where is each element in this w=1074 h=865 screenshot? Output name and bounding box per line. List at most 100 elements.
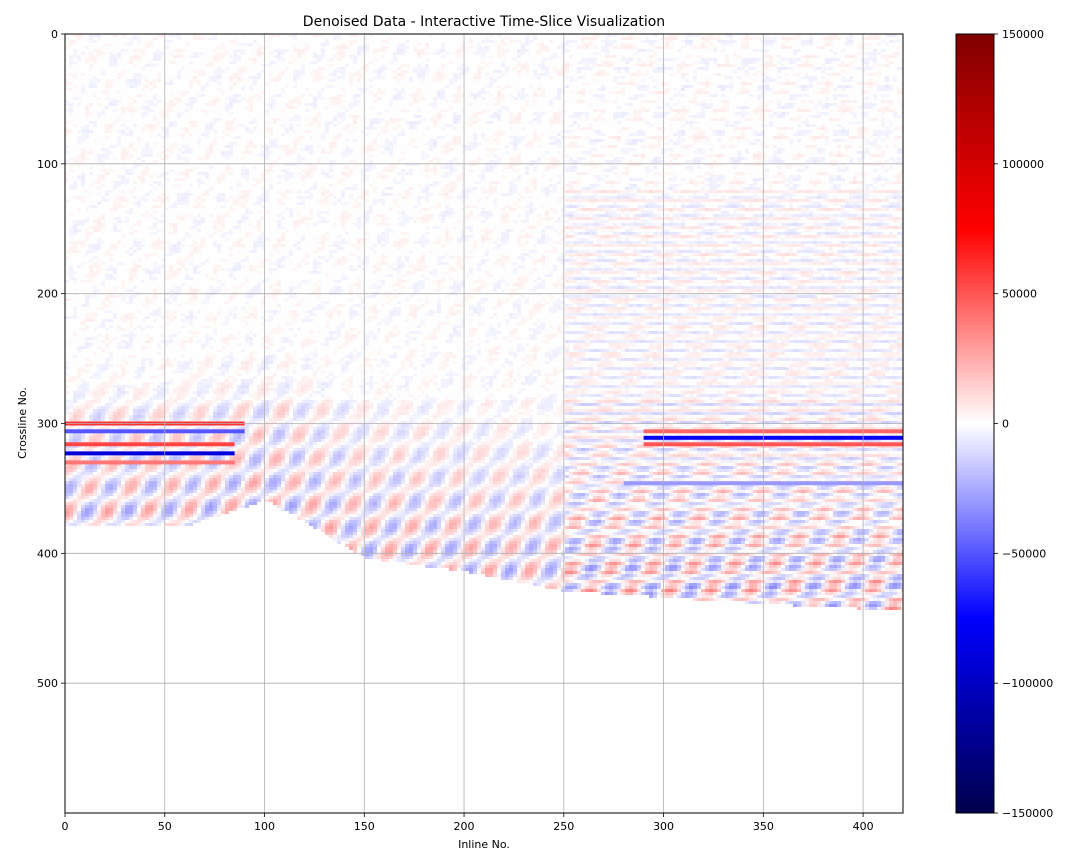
heatmap-cell bbox=[89, 148, 93, 151]
heatmap-cell bbox=[185, 448, 189, 451]
heatmap-cell bbox=[201, 262, 205, 265]
heatmap-cell bbox=[257, 199, 261, 202]
heatmap-cell bbox=[69, 340, 73, 343]
heatmap-cell bbox=[113, 502, 117, 505]
heatmap-cell bbox=[125, 148, 129, 151]
heatmap-cell bbox=[93, 373, 97, 376]
heatmap-cell bbox=[245, 361, 249, 364]
heatmap-cell bbox=[145, 391, 149, 394]
heatmap-cell bbox=[185, 109, 189, 112]
heatmap-cell bbox=[249, 457, 253, 460]
heatmap-cell bbox=[97, 259, 101, 262]
heatmap-cell bbox=[153, 313, 157, 316]
heatmap-cell bbox=[321, 370, 325, 373]
heatmap-cell bbox=[185, 385, 189, 388]
heatmap-cell bbox=[257, 463, 261, 466]
heatmap-cell bbox=[205, 478, 209, 481]
heatmap-cell bbox=[305, 484, 309, 487]
heatmap-cell bbox=[141, 160, 145, 163]
heatmap-cell bbox=[145, 100, 149, 103]
heatmap-cell bbox=[241, 367, 245, 370]
heatmap-cell bbox=[273, 460, 277, 463]
heatmap-cell bbox=[69, 379, 73, 382]
heatmap-cell bbox=[241, 478, 245, 481]
heatmap-cell bbox=[181, 157, 185, 160]
heatmap-cell bbox=[153, 205, 157, 208]
heatmap-cell bbox=[241, 412, 245, 415]
heatmap-cell bbox=[193, 439, 197, 442]
heatmap-cell bbox=[165, 466, 169, 469]
heatmap-cell bbox=[185, 499, 189, 502]
heatmap-cell bbox=[169, 52, 173, 55]
heatmap-cell bbox=[321, 493, 325, 496]
heatmap-cell bbox=[265, 406, 269, 409]
heatmap-cell bbox=[245, 358, 249, 361]
heatmap-cell bbox=[209, 61, 213, 64]
heatmap-cell bbox=[177, 202, 181, 205]
heatmap-cell bbox=[185, 400, 189, 403]
heatmap-cell bbox=[177, 115, 181, 118]
heatmap-cell bbox=[101, 457, 105, 460]
heatmap-cell bbox=[245, 409, 249, 412]
heatmap-cell bbox=[149, 88, 153, 91]
heatmap-cell bbox=[197, 466, 201, 469]
heatmap-cell bbox=[241, 436, 245, 439]
heatmap-cell bbox=[121, 385, 125, 388]
heatmap-cell bbox=[133, 385, 137, 388]
heatmap-cell bbox=[85, 472, 89, 475]
heatmap-cell bbox=[141, 148, 145, 151]
heatmap-cell bbox=[249, 88, 253, 91]
heatmap-cell bbox=[317, 124, 321, 127]
heatmap-cell bbox=[109, 100, 113, 103]
heatmap-cell bbox=[81, 517, 85, 520]
heatmap-cell bbox=[109, 55, 113, 58]
heatmap-cell bbox=[185, 277, 189, 280]
heatmap-cell bbox=[129, 226, 133, 229]
heatmap-cell bbox=[129, 247, 133, 250]
heatmap-cell bbox=[309, 121, 313, 124]
heatmap-cell bbox=[153, 262, 157, 265]
heatmap-cell bbox=[321, 55, 325, 58]
heatmap-cell bbox=[169, 334, 173, 337]
heatmap-cell bbox=[89, 247, 93, 250]
heatmap-cell bbox=[101, 418, 105, 421]
heatmap-cell bbox=[117, 262, 121, 265]
heatmap-cell bbox=[205, 400, 209, 403]
heatmap-cell bbox=[121, 130, 125, 133]
heatmap-cell bbox=[233, 469, 237, 472]
heatmap-cell bbox=[73, 433, 77, 436]
heatmap-cell bbox=[141, 511, 145, 514]
heatmap-cell bbox=[285, 442, 289, 445]
heatmap-cell bbox=[257, 451, 261, 454]
heatmap-cell bbox=[65, 448, 69, 451]
heatmap-cell bbox=[181, 94, 185, 97]
heatmap-cell bbox=[305, 145, 309, 148]
heatmap-cell bbox=[297, 469, 301, 472]
heatmap-cell bbox=[189, 340, 193, 343]
heatmap-cell bbox=[133, 475, 137, 478]
heatmap-cell bbox=[89, 112, 93, 115]
heatmap-cell bbox=[201, 220, 205, 223]
heatmap-cell bbox=[289, 472, 293, 475]
heatmap-cell bbox=[249, 121, 253, 124]
heatmap-cell bbox=[289, 451, 293, 454]
heatmap-cell bbox=[177, 76, 181, 79]
heatmap-cell bbox=[81, 406, 85, 409]
heatmap-cell bbox=[145, 268, 149, 271]
heatmap-cell bbox=[85, 514, 89, 517]
heatmap-cell bbox=[77, 58, 81, 61]
heatmap-cell bbox=[109, 127, 113, 130]
heatmap-cell bbox=[233, 502, 237, 505]
heatmap-cell bbox=[145, 508, 149, 511]
heatmap-cell bbox=[269, 460, 273, 463]
heatmap-cell bbox=[153, 514, 157, 517]
heatmap-cell bbox=[273, 160, 277, 163]
heatmap-cell bbox=[237, 493, 241, 496]
heatmap-cell bbox=[81, 403, 85, 406]
heatmap-cell bbox=[133, 82, 137, 85]
heatmap-cell bbox=[297, 436, 301, 439]
heatmap-cell bbox=[297, 265, 301, 268]
heatmap-cell bbox=[309, 175, 313, 178]
heatmap-cell bbox=[225, 214, 229, 217]
heatmap-cell bbox=[225, 211, 229, 214]
